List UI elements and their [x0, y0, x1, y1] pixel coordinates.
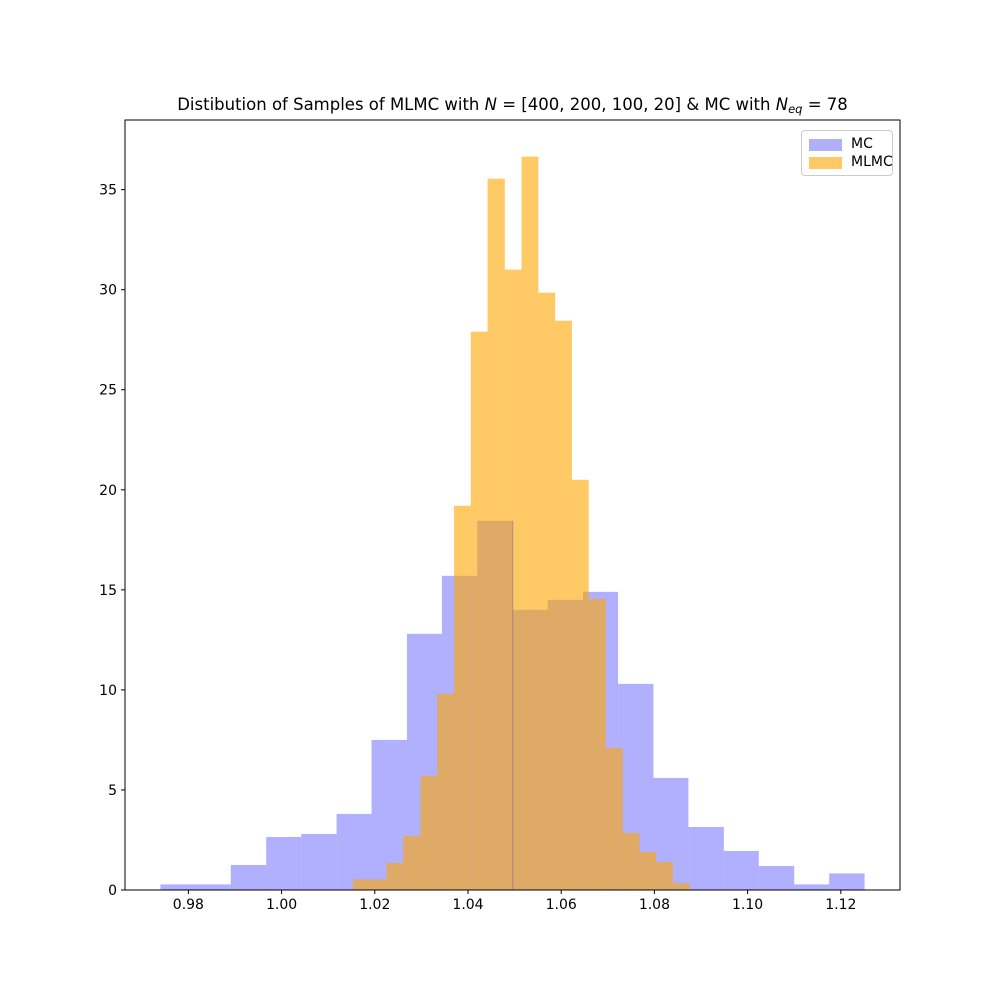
- mc-bar: [160, 884, 196, 890]
- x-tick-label: 1.00: [266, 897, 297, 913]
- title-text: Distibution of Samples of MLMC with: [177, 95, 485, 114]
- legend: MC MLMC: [801, 130, 893, 176]
- mlmc-bar: [555, 320, 572, 891]
- title-math-n2: N: [775, 95, 789, 114]
- mc-bar: [301, 833, 337, 890]
- x-tick-label: 1.12: [825, 897, 856, 913]
- mlmc-bar: [639, 851, 657, 890]
- mlmc-bar: [454, 505, 471, 890]
- legend-item-mlmc: MLMC: [809, 154, 893, 171]
- mlmc-bar: [521, 156, 539, 890]
- mlmc-bar: [538, 292, 556, 890]
- y-tick-label: 20: [99, 483, 117, 499]
- legend-item-mc: MC: [809, 136, 885, 153]
- legend-label-mlmc: MLMC: [851, 154, 893, 170]
- mlmc-bar: [622, 832, 640, 890]
- mlmc-bar: [386, 862, 404, 890]
- mc-bar: [723, 850, 759, 890]
- x-tick-label: 1.08: [639, 897, 670, 913]
- mc-bar: [230, 864, 267, 890]
- mc-bar: [195, 884, 231, 890]
- mlmc-bar: [403, 835, 421, 890]
- x-tick-label: 1.02: [359, 897, 390, 913]
- mc-bar: [829, 873, 865, 890]
- y-tick-label: 0: [108, 883, 117, 899]
- plot-title: Distibution of Samples of MLMC with N = …: [125, 95, 900, 116]
- mc-bar: [266, 836, 302, 890]
- title-math-n1: N: [484, 95, 497, 114]
- y-tick-label: 30: [99, 283, 117, 299]
- mc-bar: [336, 813, 372, 890]
- x-tick-label: 1.10: [732, 897, 763, 913]
- mlmc-bar: [656, 861, 674, 890]
- title-text-3: = 78: [802, 95, 848, 114]
- mlmc-bar: [420, 775, 438, 890]
- mlmc-bar: [470, 331, 488, 891]
- mlmc-bar: [673, 883, 690, 890]
- legend-label-mc: MC: [851, 136, 873, 152]
- mlmc-bar: [352, 879, 370, 890]
- mlmc-bar: [487, 178, 505, 890]
- mlmc-bar: [571, 479, 589, 890]
- mc-bar: [794, 884, 830, 890]
- x-tick-label: 1.04: [452, 897, 483, 913]
- mc-bar-seam: [512, 520, 514, 890]
- mlmc-bar: [504, 269, 522, 891]
- legend-swatch-mlmc: [809, 156, 842, 169]
- mlmc-bar: [437, 693, 455, 890]
- y-tick-label: 25: [99, 383, 117, 399]
- mlmc-bar: [588, 598, 606, 890]
- x-tick-label: 0.98: [173, 897, 204, 913]
- title-math-subscript-eq: eq: [788, 102, 803, 116]
- y-tick-label: 35: [99, 183, 117, 199]
- title-text-2: = [400, 200, 100, 20] & MC with: [496, 95, 776, 114]
- plot-border: [124, 119, 901, 891]
- y-tick-label: 5: [108, 783, 117, 799]
- y-tick-label: 10: [99, 683, 117, 699]
- x-tick-label: 1.06: [546, 897, 577, 913]
- mlmc-bar: [369, 879, 387, 890]
- mc-bar: [688, 826, 724, 890]
- y-tick-label: 15: [99, 583, 117, 599]
- mc-bar: [758, 865, 795, 890]
- legend-swatch-mc: [809, 138, 842, 151]
- mlmc-bar: [605, 747, 623, 890]
